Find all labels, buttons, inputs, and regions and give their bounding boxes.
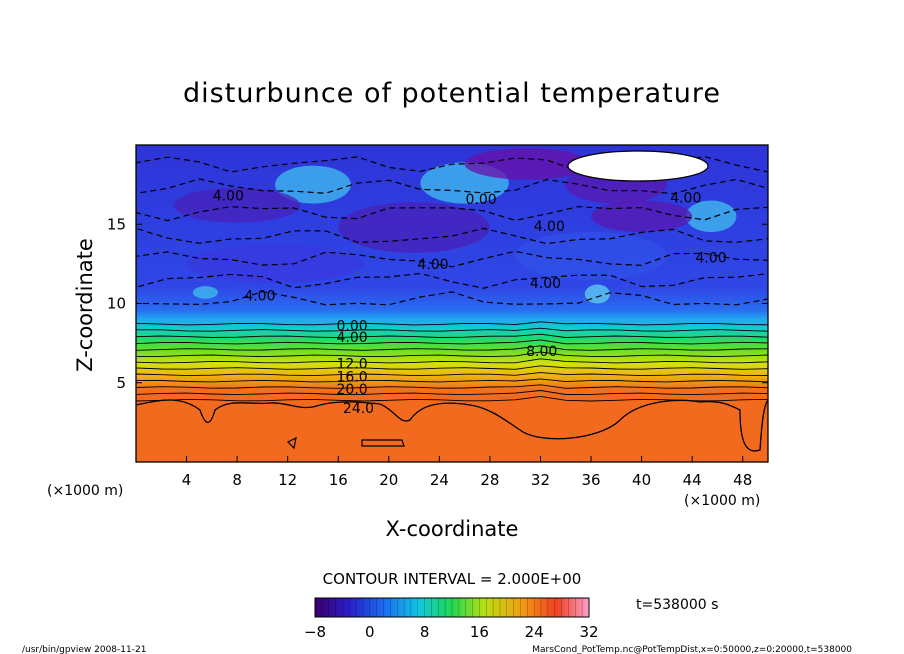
time-label: t=538000 s	[636, 597, 718, 613]
small-contour-2	[286, 436, 297, 450]
colorbar-tick-label: −8	[304, 623, 326, 641]
contour-label: 4.00	[244, 289, 275, 305]
contour-label: 20.0	[337, 382, 368, 398]
x-tick-label: 28	[480, 471, 499, 489]
colorbar-tick-label: 16	[470, 623, 489, 641]
colorbar-tick-label: 8	[420, 623, 430, 641]
x-tick-label: 40	[632, 471, 651, 489]
y-axis: 5 10 15	[107, 215, 768, 392]
contour-label: 4.00	[530, 276, 561, 292]
negative-contour	[136, 291, 768, 306]
contour-label: 24.0	[343, 401, 374, 417]
contour-line	[136, 390, 768, 396]
colorbar-tick-label: 0	[365, 623, 375, 641]
negative-contour	[136, 250, 768, 268]
chart-title: disturbunce of potential temperature	[183, 78, 721, 109]
contour-label: 4.00	[417, 257, 448, 273]
negative-contour	[136, 227, 768, 245]
contour-line	[136, 351, 768, 358]
contour-label: 4.00	[670, 190, 701, 206]
x-tick-label: 32	[531, 471, 550, 489]
footer-right: MarsCond_PotTemp.nc@PotTempDist,x=0:5000…	[532, 645, 852, 654]
negative-contour	[136, 272, 768, 289]
x-tick-label: 20	[379, 471, 398, 489]
field-blob	[338, 202, 490, 253]
contour-label: 4.00	[337, 330, 368, 346]
y-tick-label: 5	[116, 374, 126, 392]
colorbar-tick-label: 32	[579, 623, 598, 641]
field-blob	[464, 148, 591, 180]
contour-line	[136, 378, 768, 383]
contour-line	[136, 327, 768, 332]
contour-line	[136, 321, 768, 326]
colorbar-ticks: −8 0 8 16 24 32	[304, 623, 599, 641]
footer-left: /usr/bin/gpview 2008-11-21	[22, 645, 146, 654]
contour-line	[136, 395, 768, 402]
contour-line	[136, 384, 768, 389]
contour-label: 0.00	[337, 319, 368, 335]
field-blob	[685, 200, 737, 233]
contour-label: 0.00	[466, 192, 497, 208]
x-tick-label: 16	[329, 471, 348, 489]
lower-layer-contour	[136, 399, 768, 452]
contour-label: 16.0	[337, 369, 368, 385]
x-tick-label: 24	[430, 471, 449, 489]
y-tick-label: 10	[107, 295, 126, 313]
contour-line	[136, 358, 768, 364]
contour-label: 12.0	[337, 357, 368, 373]
y-tick-label: 15	[107, 215, 126, 233]
contour-lines	[136, 155, 768, 402]
colorbar-tick-label: 24	[525, 623, 544, 641]
contour-label: 4.00	[534, 219, 565, 235]
missing-value-region	[567, 150, 709, 182]
x-unit-right: (×1000 m)	[684, 493, 760, 509]
negative-contour	[136, 205, 768, 222]
x-tick-label: 36	[581, 471, 600, 489]
contour-labels: 4.00 0.004.004.004.004.004.004.000.004.00…	[213, 189, 727, 417]
field-blob	[192, 286, 219, 299]
plot-area: 4.00 0.004.004.004.004.004.004.000.004.00…	[136, 145, 768, 462]
x-tick-label: 8	[232, 471, 242, 489]
small-contour-1	[361, 439, 405, 447]
contour-interval: CONTOUR INTERVAL = 2.000E+00	[323, 570, 582, 588]
contour-label: 4.00	[696, 251, 727, 267]
x-tick-label: 4	[182, 471, 192, 489]
negative-contour	[136, 178, 768, 195]
contour-line	[136, 345, 768, 351]
contour-line	[136, 333, 768, 339]
field-blob	[186, 244, 364, 283]
x-tick-label: 12	[278, 471, 297, 489]
colorbar-divisions	[314, 598, 590, 617]
contour-line	[136, 365, 768, 370]
contour-line	[136, 372, 768, 377]
field-blob	[173, 187, 301, 223]
contour-label: 4.00	[213, 189, 244, 205]
field-blob	[515, 232, 667, 280]
x-tick-label: 44	[683, 471, 702, 489]
contour-line	[136, 339, 768, 345]
x-axis-label: X-coordinate	[386, 517, 519, 541]
x-tick-label: 48	[733, 471, 752, 489]
x-unit-left: (×1000 m)	[47, 483, 123, 499]
field-blob	[275, 165, 351, 204]
contour-label: 8.00	[526, 344, 557, 360]
y-axis-label: Z-coordinate	[73, 238, 97, 372]
x-axis: 4 8 12 16 20 24 28 32 36 40 44 48	[182, 456, 752, 489]
